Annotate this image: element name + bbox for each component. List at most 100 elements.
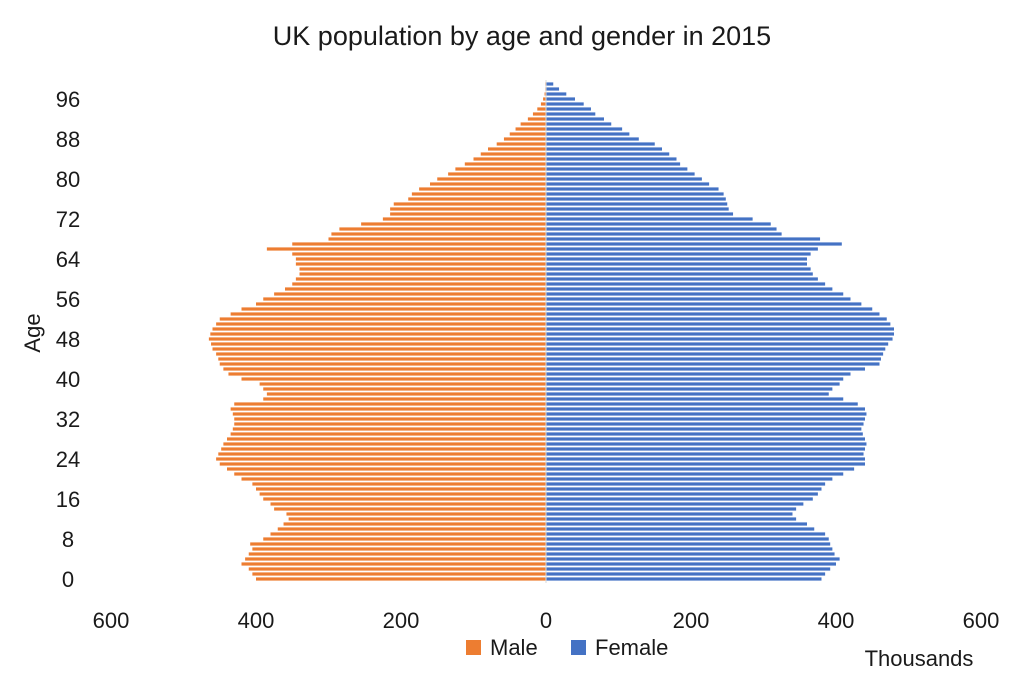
chart-title: UK population by age and gender in 2015: [273, 21, 771, 51]
bar-male-age-16: [263, 497, 546, 501]
legend-label-female: Female: [595, 635, 668, 660]
bar-male-age-12: [288, 517, 546, 521]
bar-female-age-81: [546, 172, 695, 176]
bar-female-age-5: [546, 552, 835, 556]
x-tick-label-0: 600: [93, 608, 130, 633]
bar-female-age-40: [546, 377, 844, 381]
bar-female-age-30: [546, 427, 862, 431]
x-tick-label-3: 0: [540, 608, 552, 633]
y-axis-ticks: 0 8 16 24 32 40 48 56 64 72 80 88 96: [56, 87, 80, 592]
y-tick-label-64: 64: [56, 247, 80, 272]
bar-male-age-36: [263, 397, 546, 401]
bar-female-age-78: [546, 187, 719, 191]
x-tick-label-5: 400: [818, 608, 855, 633]
bar-female-age-43: [546, 362, 880, 366]
bar-female-age-85: [546, 152, 670, 156]
y-tick-label-48: 48: [56, 327, 80, 352]
bar-female-age-72: [546, 217, 753, 221]
bar-male-age-51: [216, 322, 546, 326]
bar-female-age-16: [546, 497, 813, 501]
bar-male-age-63: [295, 262, 546, 266]
y-tick-label-40: 40: [56, 367, 80, 392]
bar-male-age-77: [411, 192, 546, 196]
bar-female-age-35: [546, 402, 858, 406]
bar-female-age-10: [546, 527, 815, 531]
y-tick-label-56: 56: [56, 287, 80, 312]
bar-female-age-50: [546, 327, 894, 331]
bar-female-age-74: [546, 207, 729, 211]
bar-male-age-24: [216, 457, 546, 461]
bar-male-age-31: [234, 422, 546, 426]
x-tick-label-1: 400: [238, 608, 275, 633]
bar-female-age-87: [546, 142, 655, 146]
bar-male-age-62: [299, 267, 546, 271]
bar-female-age-29: [546, 432, 863, 436]
bar-male-age-34: [230, 407, 546, 411]
bar-female-age-84: [546, 157, 677, 161]
y-tick-label-8: 8: [62, 527, 74, 552]
bar-female-age-47: [546, 342, 889, 346]
bar-male-age-87: [496, 142, 546, 146]
bar-male-age-11: [283, 522, 546, 526]
bar-male-age-48: [208, 337, 546, 341]
bar-female-age-67: [546, 242, 842, 246]
bar-female-age-20: [546, 477, 833, 481]
bar-male-age-90: [515, 127, 546, 131]
bar-male-age-50: [212, 327, 546, 331]
bar-female-age-33: [546, 412, 867, 416]
bar-female-age-95: [546, 102, 584, 106]
bar-male-age-43: [219, 362, 546, 366]
bar-female-age-34: [546, 407, 865, 411]
bar-male-age-39: [259, 382, 546, 386]
bar-male-age-49: [210, 332, 546, 336]
bar-male-age-40: [241, 377, 546, 381]
x-tick-label-6: 600: [963, 608, 1000, 633]
bar-male-age-72: [382, 217, 546, 221]
bar-female-age-93: [546, 112, 596, 116]
bar-male-age-41: [228, 372, 546, 376]
bar-male-age-4: [245, 557, 546, 561]
bar-male-age-38: [263, 387, 546, 391]
bar-male-age-73: [390, 212, 546, 216]
bar-male-age-21: [234, 472, 546, 476]
bar-male-age-55: [256, 302, 546, 306]
bar-female-age-54: [546, 307, 873, 311]
bar-female-age-26: [546, 447, 865, 451]
y-tick-label-88: 88: [56, 127, 80, 152]
bar-male-age-42: [223, 367, 546, 371]
bar-female-age-79: [546, 182, 710, 186]
legend-swatch-female: [571, 640, 586, 655]
bar-male-age-47: [211, 342, 547, 346]
bar-female-age-56: [546, 297, 851, 301]
bar-male-age-81: [448, 172, 546, 176]
bar-male-age-67: [292, 242, 546, 246]
y-tick-label-80: 80: [56, 167, 80, 192]
bar-male-age-59: [292, 282, 546, 286]
bar-female-age-97: [546, 92, 567, 96]
bar-male-age-66: [266, 247, 546, 251]
bar-female-age-57: [546, 292, 844, 296]
bar-male-age-45: [216, 352, 546, 356]
bar-male-age-3: [241, 562, 546, 566]
bar-male-age-13: [286, 512, 546, 516]
bar-female-age-88: [546, 137, 639, 141]
bar-male-age-15: [270, 502, 546, 506]
bar-male-age-78: [419, 187, 546, 191]
x-tick-label-4: 200: [673, 608, 710, 633]
bar-male-age-64: [295, 257, 546, 261]
y-tick-label-72: 72: [56, 207, 80, 232]
bar-female-age-22: [546, 467, 855, 471]
bar-male-age-33: [232, 412, 547, 416]
bar-male-age-91: [520, 122, 546, 126]
bar-female-age-77: [546, 192, 724, 196]
bar-female-age-58: [546, 287, 833, 291]
bar-female-age-28: [546, 437, 865, 441]
bar-male-age-85: [480, 152, 546, 156]
bar-female-age-69: [546, 232, 782, 236]
bar-male-age-8: [263, 537, 546, 541]
bar-male-age-32: [234, 417, 546, 421]
bar-female-age-66: [546, 247, 818, 251]
bar-female-age-60: [546, 277, 818, 281]
bar-female-age-48: [546, 337, 893, 341]
bar-male-age-65: [292, 252, 546, 256]
